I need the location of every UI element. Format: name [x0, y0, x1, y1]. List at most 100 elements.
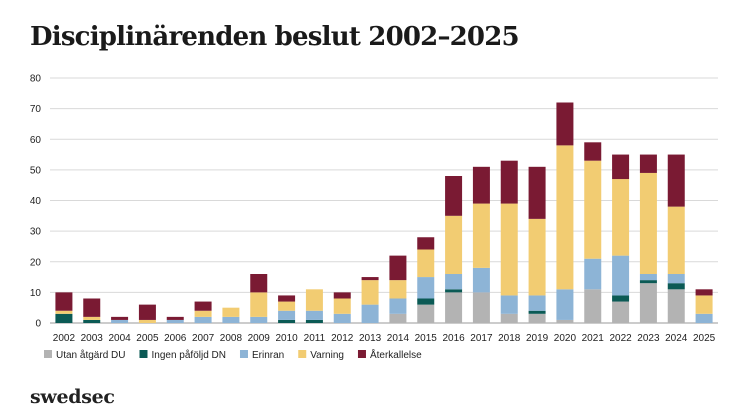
bar-segment [166, 319, 184, 323]
x-tick-label: 2025 [693, 333, 716, 344]
y-axis-ticks: 0 10 20 30 40 50 60 70 80 [30, 74, 42, 330]
bar-segment [111, 316, 129, 320]
y-tick-label: 80 [30, 74, 42, 85]
x-tick-label: 2016 [442, 333, 465, 344]
bar-segment [528, 313, 546, 323]
bar-segment [445, 292, 463, 323]
x-tick-label: 2008 [220, 333, 243, 344]
bar-segment [472, 267, 490, 293]
x-tick-label: 2012 [331, 333, 354, 344]
bar-segment [612, 179, 630, 256]
bar-segment [222, 316, 240, 323]
bar-segment [584, 289, 602, 323]
bar-segment [361, 277, 379, 281]
x-tick-label: 2013 [359, 333, 382, 344]
legend-swatch [44, 350, 52, 358]
bar-segment [222, 307, 240, 317]
bar-segment [500, 295, 518, 314]
bar-segment [55, 292, 73, 311]
bar-segment [361, 280, 379, 305]
bar-segment [445, 289, 463, 293]
bar-segment [556, 102, 574, 146]
bar-segment [111, 319, 129, 323]
legend-label: Varning [310, 350, 344, 361]
bar-segment [138, 304, 156, 320]
bar-segment [305, 319, 323, 323]
bar-segment [389, 280, 407, 299]
legend-swatch [298, 350, 307, 358]
x-tick-label: 2019 [526, 333, 549, 344]
bar-segment [389, 313, 407, 323]
legend-item: Utan åtgärd DU [44, 349, 125, 361]
bar-segment [138, 319, 156, 323]
bar-segment [528, 295, 546, 311]
bar-segment [278, 310, 296, 320]
bar-segment [472, 166, 490, 204]
bar-segment [389, 255, 407, 281]
bar-segment [612, 301, 630, 323]
bar-segment [556, 145, 574, 290]
bar-segment [417, 249, 435, 278]
y-tick-label: 10 [30, 288, 42, 299]
bar-segment [55, 310, 73, 314]
bar-segment [556, 289, 574, 320]
bars [55, 102, 713, 323]
bar-segment [639, 172, 657, 274]
bar-segment [83, 298, 101, 317]
bar-segment [445, 215, 463, 274]
bar-segment [333, 292, 351, 299]
bar-segment [389, 298, 407, 314]
legend-swatch [357, 350, 366, 358]
bar-segment [667, 283, 685, 290]
bar-segment [194, 316, 212, 323]
gridlines [50, 77, 718, 324]
y-tick-label: 30 [30, 227, 42, 238]
x-tick-label: 2023 [637, 333, 660, 344]
bar-segment [417, 298, 435, 305]
bar-segment [500, 203, 518, 296]
y-tick-label: 40 [30, 196, 42, 207]
bar-segment [417, 277, 435, 299]
bar-segment [639, 274, 657, 281]
legend-label: Erinran [252, 350, 284, 361]
y-tick-label: 50 [30, 165, 42, 176]
bar-segment [361, 304, 379, 323]
bar-segment [500, 313, 518, 323]
bar-segment [667, 154, 685, 207]
bar-segment [472, 292, 490, 323]
x-tick-label: 2020 [554, 333, 577, 344]
swedsec-logo: swedsec [30, 386, 115, 408]
legend-label: Återkallelse [370, 348, 422, 361]
bar-segment [528, 218, 546, 296]
x-tick-label: 2007 [192, 333, 215, 344]
bar-segment [639, 280, 657, 284]
bar-segment [639, 283, 657, 323]
bar-segment [278, 319, 296, 323]
bar-segment [305, 289, 323, 311]
bar-segment [417, 237, 435, 250]
legend-swatch [139, 350, 148, 358]
y-tick-label: 0 [35, 319, 41, 330]
bar-segment [528, 310, 546, 314]
x-tick-label: 2014 [387, 333, 410, 344]
x-tick-label: 2022 [609, 333, 632, 344]
legend-label: Ingen påföljd DN [151, 349, 226, 361]
bar-segment [472, 203, 490, 268]
bar-segment [667, 274, 685, 284]
bar-segment [528, 166, 546, 219]
bar-segment [639, 154, 657, 173]
bar-segment [305, 310, 323, 320]
x-tick-label: 2006 [164, 333, 187, 344]
bar-segment [278, 301, 296, 311]
bar-segment [166, 316, 184, 320]
bar-segment [695, 295, 713, 314]
x-tick-label: 2009 [248, 333, 271, 344]
bar-segment [667, 206, 685, 274]
y-tick-label: 20 [30, 257, 42, 268]
bar-segment [250, 274, 268, 293]
bar-segment [612, 255, 630, 296]
chart-title: Disciplinärenden beslut 2002–2025 [30, 22, 520, 52]
bar-segment [333, 298, 351, 314]
bar-segment [500, 160, 518, 204]
bar-segment [83, 319, 101, 323]
